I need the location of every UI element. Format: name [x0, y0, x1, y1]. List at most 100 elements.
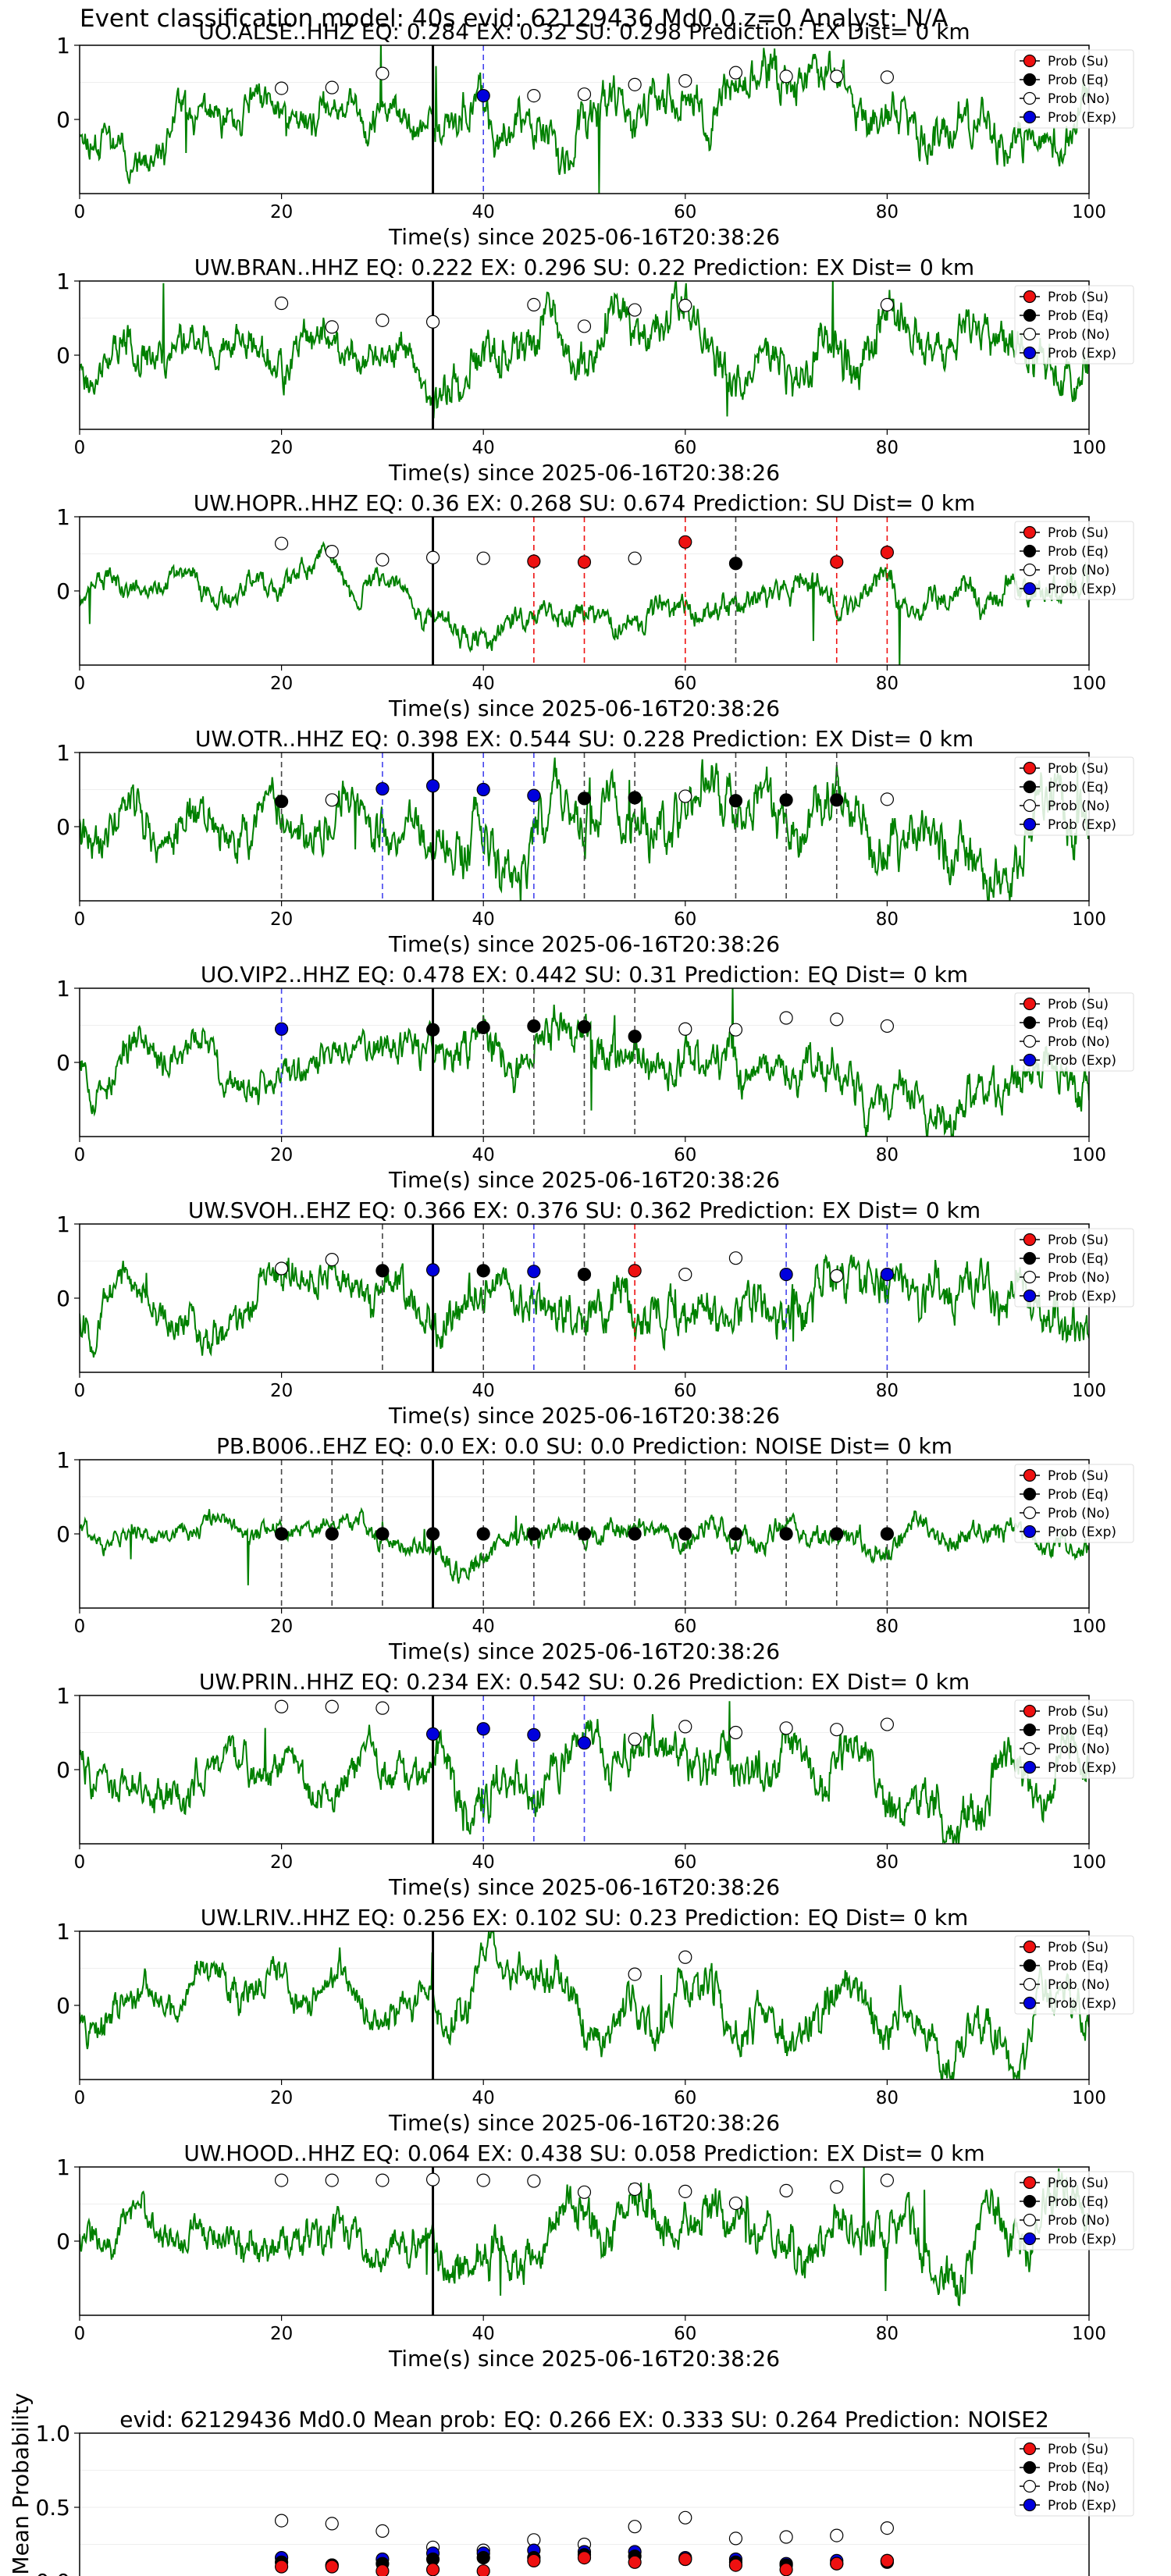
y-tick-label: 1 — [56, 1212, 70, 1237]
prob-point-exp — [476, 782, 490, 797]
legend-label-exp: Prob (Exp) — [1048, 817, 1116, 833]
x-tick-label: 80 — [876, 2088, 899, 2108]
x-tick-label: 80 — [876, 1852, 899, 1873]
panel-title: UO.ALSE..HHZ EQ: 0.284 EX: 0.32 SU: 0.29… — [198, 19, 970, 44]
legend-label-exp: Prob (Exp) — [1048, 2498, 1116, 2514]
legend: Prob (Su) Prob (Eq) Prob (No) Prob (Exp) — [1014, 1228, 1134, 1308]
prob-point-eq — [527, 1019, 541, 1034]
y-tick-label: 1.0 — [35, 2421, 70, 2446]
mean-point-su — [678, 2552, 692, 2567]
prob-point-no — [376, 1701, 390, 1715]
prob-point-no — [779, 2183, 793, 2197]
legend-marker-no — [1023, 1742, 1037, 1756]
legend-frame — [1014, 1228, 1134, 1308]
panel-title: UW.HOOD..HHZ EQ: 0.064 EX: 0.438 SU: 0.0… — [183, 2140, 984, 2166]
y-tick-label: 0.5 — [35, 2495, 70, 2521]
legend-frame — [1014, 992, 1134, 1072]
legend-marker-exp — [1023, 2498, 1037, 2512]
prob-point-eq — [678, 1527, 692, 1541]
prob-point-no — [678, 298, 692, 312]
prob-point-no — [275, 296, 289, 311]
x-axis-label: Time(s) since 2025-06-16T20:38:26 — [388, 1874, 780, 1900]
legend-label-exp: Prob (Exp) — [1048, 1996, 1116, 2012]
x-tick-label: 40 — [472, 2324, 495, 2344]
x-tick-label: 20 — [270, 202, 293, 222]
mean-point-no — [275, 2514, 289, 2528]
legend-marker-exp — [1023, 110, 1037, 124]
waveform-trace — [80, 45, 1089, 194]
x-tick-label: 0 — [74, 1145, 86, 1165]
prob-point-no — [577, 2185, 592, 2199]
x-tick-label: 100 — [1072, 438, 1106, 458]
panel-title: UW.PRIN..HHZ EQ: 0.234 EX: 0.542 SU: 0.2… — [199, 1669, 970, 1695]
legend: Prob (Su) Prob (Eq) Prob (No) Prob (Exp) — [1014, 285, 1134, 365]
prob-point-eq — [577, 1019, 592, 1034]
prob-point-no — [779, 1721, 793, 1735]
legend-marker-no — [1023, 1270, 1037, 1284]
legend-label-eq: Prob (Eq) — [1048, 1723, 1109, 1738]
legend-label-eq: Prob (Eq) — [1048, 1251, 1109, 1267]
prob-point-eq — [425, 1527, 440, 1541]
legend-marker-eq — [1023, 2460, 1037, 2475]
legend-frame — [1014, 756, 1134, 836]
legend-label-exp: Prob (Exp) — [1048, 346, 1116, 361]
prob-point-su — [628, 1264, 642, 1278]
panel-title: UW.SVOH..EHZ EQ: 0.366 EX: 0.376 SU: 0.3… — [188, 1197, 981, 1223]
prob-point-no — [376, 553, 390, 567]
legend-marker-eq — [1023, 1016, 1037, 1030]
x-tick-label: 20 — [270, 1852, 293, 1873]
panel-5: UW.SVOH..EHZ EQ: 0.366 EX: 0.376 SU: 0.3… — [56, 1197, 1134, 1429]
prob-point-exp — [425, 1263, 440, 1277]
legend-marker-su — [1023, 1468, 1037, 1482]
legend-frame — [1014, 285, 1134, 365]
legend-label-exp: Prob (Exp) — [1048, 582, 1116, 597]
prob-point-exp — [476, 1722, 490, 1736]
panel-title: UO.VIP2..HHZ EQ: 0.478 EX: 0.442 SU: 0.3… — [201, 962, 968, 987]
prob-point-eq — [830, 793, 844, 807]
y-tick-label: 1 — [56, 976, 70, 1002]
panel-title: UW.LRIV..HHZ EQ: 0.256 EX: 0.102 SU: 0.2… — [201, 1905, 969, 1930]
x-tick-label: 0 — [74, 674, 86, 694]
y-tick-label: 0 — [56, 814, 70, 840]
legend-frame — [1014, 2437, 1134, 2517]
panel-7: UW.PRIN..HHZ EQ: 0.234 EX: 0.542 SU: 0.2… — [56, 1669, 1134, 1900]
prob-point-no — [678, 1022, 692, 1036]
prob-point-no — [830, 69, 844, 84]
legend-marker-su — [1023, 290, 1037, 304]
prob-point-su — [830, 555, 844, 569]
prob-point-no — [577, 319, 592, 333]
y-tick-label: 1 — [56, 1683, 70, 1709]
mean-point-eq — [476, 2551, 490, 2565]
y-tick-label: 1 — [56, 504, 70, 530]
legend-marker-exp — [1023, 1053, 1037, 1067]
prob-point-no — [527, 2174, 541, 2188]
y-tick-label: 1 — [56, 740, 70, 766]
legend-marker-exp — [1023, 1525, 1037, 1539]
mean-point-no — [779, 2530, 793, 2544]
x-tick-label: 80 — [876, 1617, 899, 1637]
x-tick-label: 20 — [270, 2088, 293, 2108]
prob-point-no — [628, 551, 642, 565]
x-tick-label: 20 — [270, 1617, 293, 1637]
legend-marker-exp — [1023, 346, 1037, 360]
prob-point-no — [728, 66, 743, 80]
prob-point-no — [678, 1267, 692, 1282]
legend-marker-no — [1023, 799, 1037, 813]
legend-frame — [1014, 2171, 1134, 2250]
prob-point-no — [628, 2182, 642, 2197]
panel-8: UW.LRIV..HHZ EQ: 0.256 EX: 0.102 SU: 0.2… — [56, 1905, 1134, 2136]
prob-point-eq — [275, 795, 289, 809]
legend-label-su: Prob (Su) — [1048, 54, 1109, 69]
legend-label-exp: Prob (Exp) — [1048, 1760, 1116, 1776]
y-tick-label: 0.0 — [35, 2569, 70, 2576]
prob-point-no — [476, 2173, 490, 2187]
legend-label-su: Prob (Su) — [1048, 761, 1109, 777]
prob-point-no — [376, 313, 390, 327]
x-tick-label: 20 — [270, 1145, 293, 1165]
prob-point-no — [678, 789, 692, 803]
prob-point-no — [527, 88, 541, 103]
panel-1: UW.BRAN..HHZ EQ: 0.222 EX: 0.296 SU: 0.2… — [56, 254, 1134, 486]
mean-point-su — [476, 2564, 490, 2576]
x-tick-label: 100 — [1072, 909, 1106, 930]
